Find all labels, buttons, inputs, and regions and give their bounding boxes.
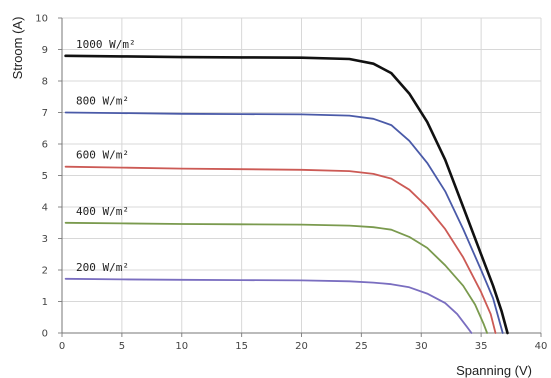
x-tick-label: 15	[235, 341, 248, 352]
series-line-4	[64, 277, 473, 334]
x-tick-label: 5	[119, 341, 125, 352]
series-label-1: 800 W/m²	[76, 95, 129, 108]
y-tick-label: 4	[42, 203, 48, 214]
x-tick-labels: 0 5 10 15 20 25 30 35 40	[59, 341, 548, 352]
x-axis-title: Spanning (V)	[456, 363, 532, 378]
series-line-0	[64, 54, 509, 335]
x-tick-label: 30	[415, 341, 428, 352]
y-tick-label: 5	[42, 171, 48, 182]
x-tick-label: 0	[59, 341, 65, 352]
y-tick-label: 9	[42, 45, 48, 56]
series-lines	[64, 54, 509, 335]
y-tick-label: 2	[42, 266, 48, 277]
series-labels: 1000 W/m² 800 W/m² 600 W/m² 400 W/m² 200 W/m…	[76, 38, 136, 274]
y-tick-label: 10	[35, 14, 48, 25]
y-tick-label: 0	[42, 329, 48, 340]
y-tick-label: 6	[42, 140, 48, 151]
series-line-2	[64, 165, 497, 334]
x-tick-label: 35	[475, 341, 488, 352]
y-tick-labels: 0 1 2 3 4 5 6 7 8 9 10	[35, 14, 48, 340]
x-tick-label: 40	[535, 341, 548, 352]
x-tick-label: 20	[295, 341, 308, 352]
series-line-1	[64, 111, 504, 334]
x-tick-label: 25	[355, 341, 368, 352]
grid	[61, 17, 542, 334]
x-tick-label: 10	[175, 341, 188, 352]
series-label-4: 200 W/m²	[76, 261, 129, 274]
y-tick-label: 7	[42, 108, 48, 119]
series-label-2: 600 W/m²	[76, 149, 129, 162]
series-label-0: 1000 W/m²	[76, 38, 136, 51]
axes	[58, 17, 542, 337]
series-label-3: 400 W/m²	[76, 205, 129, 218]
series-line-3	[64, 221, 488, 334]
y-axis-title: Stroom (A)	[10, 17, 25, 80]
y-tick-label: 1	[42, 297, 48, 308]
y-tick-label: 8	[42, 77, 48, 88]
y-tick-label: 3	[42, 234, 48, 245]
